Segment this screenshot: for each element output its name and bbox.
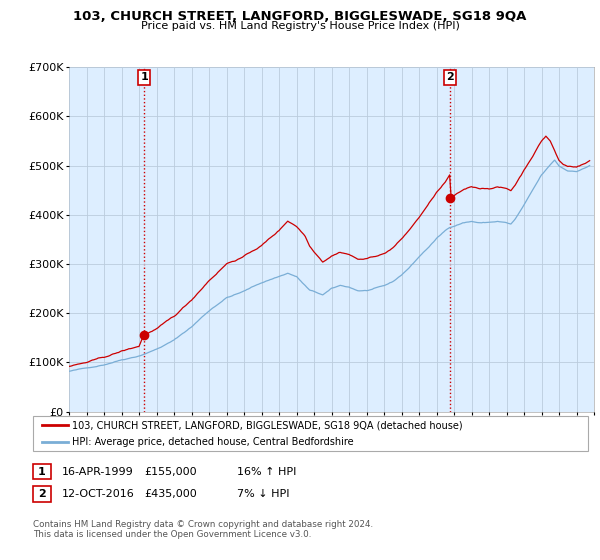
- Text: 1: 1: [38, 466, 46, 477]
- Text: 16-APR-1999: 16-APR-1999: [62, 466, 134, 477]
- Text: 2: 2: [38, 489, 46, 499]
- Text: £435,000: £435,000: [144, 489, 197, 499]
- Text: 103, CHURCH STREET, LANGFORD, BIGGLESWADE, SG18 9QA: 103, CHURCH STREET, LANGFORD, BIGGLESWAD…: [73, 10, 527, 23]
- Text: 12-OCT-2016: 12-OCT-2016: [62, 489, 134, 499]
- Text: Contains HM Land Registry data © Crown copyright and database right 2024.
This d: Contains HM Land Registry data © Crown c…: [33, 520, 373, 539]
- Text: £155,000: £155,000: [144, 466, 197, 477]
- Text: 103, CHURCH STREET, LANGFORD, BIGGLESWADE, SG18 9QA (detached house): 103, CHURCH STREET, LANGFORD, BIGGLESWAD…: [72, 421, 463, 431]
- Text: 16% ↑ HPI: 16% ↑ HPI: [237, 466, 296, 477]
- Text: HPI: Average price, detached house, Central Bedfordshire: HPI: Average price, detached house, Cent…: [72, 437, 353, 447]
- Text: 2: 2: [446, 72, 454, 82]
- Text: 1: 1: [140, 72, 148, 82]
- Text: 7% ↓ HPI: 7% ↓ HPI: [237, 489, 290, 499]
- Text: Price paid vs. HM Land Registry's House Price Index (HPI): Price paid vs. HM Land Registry's House …: [140, 21, 460, 31]
